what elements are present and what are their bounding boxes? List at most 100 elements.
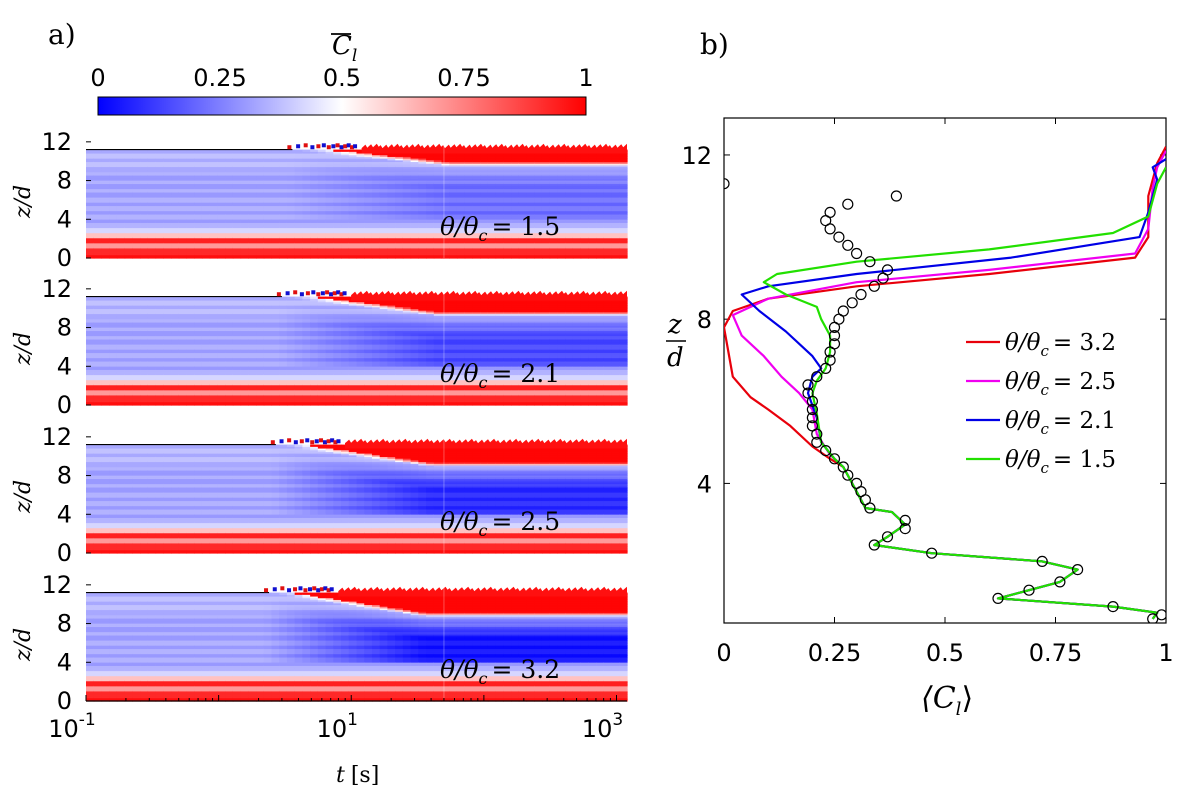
splash-mark — [326, 145, 331, 150]
data-marker — [842, 469, 854, 481]
heatmap-panel: θ/θc = 1.5 0 4 8 12 z/d — [11, 128, 628, 272]
panel-a-ytick-label: 4 — [57, 352, 72, 380]
splash-mark — [303, 143, 308, 148]
splash-mark — [303, 588, 308, 593]
panel-b-xlabel: ⟨Cl⟩ — [921, 681, 973, 720]
series-line — [762, 166, 1166, 620]
ragged-sediment-top — [345, 438, 627, 449]
colorbar-tick-label: 0.25 — [193, 64, 246, 92]
splash-mark — [331, 144, 336, 149]
panel-a-ytick-label: 0 — [57, 539, 72, 567]
data-marker — [824, 223, 836, 235]
data-marker — [824, 346, 836, 358]
colorbar-tick-label: 0 — [90, 64, 105, 92]
panel-b-ylabel-numerator: z — [667, 310, 682, 340]
splash-mark — [287, 145, 292, 150]
splash-mark — [270, 440, 275, 445]
splash-mark — [272, 587, 277, 592]
panel-a-xtick-label: 103 — [582, 710, 623, 743]
splash-mark — [305, 438, 310, 443]
panel-a-xlabel: t [s] — [336, 763, 379, 788]
data-marker — [811, 371, 823, 383]
panel-a-ytick-label: 12 — [41, 128, 72, 156]
heatmap-panel-label: θ/θc = 1.5 — [440, 212, 560, 245]
panel-a-ytick-label: 0 — [57, 244, 72, 272]
panel-a-ytick-label: 8 — [57, 610, 72, 638]
panel-a-xtick-label: 101 — [317, 710, 358, 743]
splash-mark — [293, 587, 298, 592]
data-marker — [820, 362, 832, 374]
panel-b-ytick-label: 12 — [681, 142, 712, 170]
colorbar-tick-label: 0.5 — [323, 64, 361, 92]
panel-a-ytick-label: 12 — [41, 423, 72, 451]
colorbar-ticks: 0 0.25 0.5 0.75 1 — [90, 64, 594, 102]
data-marker — [828, 453, 841, 465]
data-marker — [992, 592, 1004, 605]
panel-b-label: b) — [700, 28, 729, 61]
panel-b-markers — [724, 178, 1166, 623]
splash-mark — [333, 440, 338, 445]
splash-mark — [287, 588, 292, 593]
splash-mark — [287, 438, 292, 443]
splash-mark — [316, 292, 321, 297]
colorbar-label: Cl — [332, 31, 357, 66]
panel-a-ylabel: z/d — [11, 628, 36, 662]
splash-mark — [298, 586, 303, 591]
panel-b-ytick-label: 8 — [697, 306, 712, 334]
data-marker — [868, 539, 880, 551]
splash-mark — [326, 588, 331, 593]
data-marker — [850, 247, 863, 260]
data-marker — [868, 280, 880, 292]
data-marker — [828, 330, 841, 342]
data-marker — [802, 379, 814, 391]
heatmap-panel: θ/θc = 3.2 0 4 8 12 z/d — [11, 571, 628, 715]
splash-mark — [339, 292, 344, 297]
heatmap-panel: θ/θc = 2.5 0 4 8 12 z/d — [11, 423, 628, 567]
splash-mark — [316, 588, 321, 593]
data-marker — [855, 288, 867, 301]
splash-mark — [323, 586, 328, 591]
splash-mark — [330, 438, 335, 443]
panel-b-ylabel-denominator: d — [667, 343, 684, 373]
splash-mark — [299, 439, 304, 444]
data-marker — [1036, 555, 1048, 568]
data-marker — [846, 297, 858, 309]
splash-mark — [339, 145, 344, 150]
panel-b-xtick-label: 0.5 — [926, 639, 964, 667]
panel-b-xtick-label: 0 — [716, 639, 731, 667]
splash-mark — [332, 291, 337, 296]
panel-a-ytick-label: 12 — [41, 571, 72, 599]
panel-a-ytick-label: 8 — [57, 462, 72, 490]
data-marker — [899, 522, 911, 535]
legend-entry: θ/θc = 3.2 — [1005, 330, 1116, 360]
panel-a-ytick-label: 12 — [41, 275, 72, 303]
data-marker — [806, 412, 819, 424]
panel-b-xtick-label: 0.75 — [1029, 639, 1082, 667]
splash-mark — [320, 291, 325, 296]
splash-mark — [349, 145, 354, 150]
heatmap-panel-label: θ/θc = 2.5 — [440, 507, 560, 540]
panel-a-ytick-label: 8 — [57, 167, 72, 195]
data-marker — [828, 321, 841, 333]
splash-mark — [329, 292, 334, 297]
ragged-sediment-top — [351, 290, 627, 301]
splash-mark — [314, 439, 319, 444]
legend-entry: θ/θc = 2.1 — [1005, 408, 1116, 438]
panel-a-label: a) — [48, 18, 76, 51]
data-marker — [881, 531, 894, 543]
splash-mark — [336, 439, 341, 444]
data-marker — [842, 239, 854, 251]
splash-mark — [296, 144, 301, 149]
data-marker — [806, 403, 819, 416]
panel-b-xtick-label: 0.25 — [808, 639, 861, 667]
legend-entry: θ/θc = 1.5 — [1005, 447, 1116, 477]
data-marker — [811, 436, 823, 448]
splash-mark — [325, 290, 330, 295]
data-marker — [890, 190, 903, 202]
heatmap-panel-label: θ/θc = 3.2 — [440, 655, 560, 688]
splash-mark — [329, 587, 334, 592]
splash-mark — [319, 438, 324, 443]
data-marker — [1156, 609, 1166, 621]
